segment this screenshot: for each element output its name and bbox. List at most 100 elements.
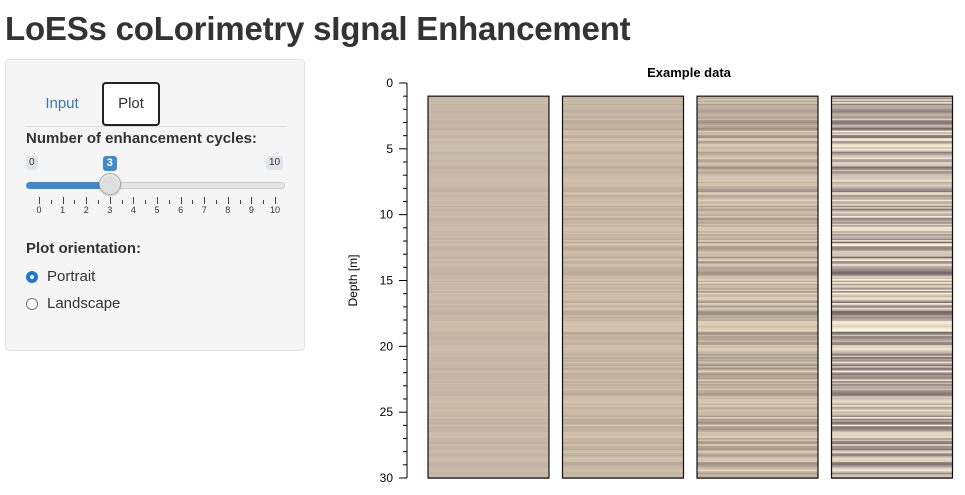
colour-stripe [562,286,684,289]
colour-stripe [697,130,818,133]
colour-stripe [831,421,953,424]
colour-stripe [697,234,818,236]
colour-stripe [428,475,549,478]
slider-handle[interactable] [98,173,121,195]
colour-stripe [562,196,684,199]
colour-stripe [428,327,549,329]
colour-stripe [697,273,818,275]
radio-landscape[interactable]: Landscape [26,295,120,312]
colour-stripe [562,132,684,134]
colour-stripe [831,388,953,391]
colour-stripe [562,448,684,451]
colour-stripe [428,169,549,172]
colour-stripe [697,106,818,109]
colour-stripe [831,375,953,377]
colour-stripe [562,166,684,169]
colour-stripe [428,307,549,310]
colour-stripe [697,400,818,403]
colour-stripe [562,312,684,314]
colour-stripe [697,145,818,148]
colour-stripe [831,430,953,433]
colour-stripe [831,274,953,277]
colour-stripe [831,393,953,395]
colour-stripe [831,291,953,293]
colour-stripe [831,313,953,316]
colour-stripe [697,220,818,223]
colour-stripe [562,276,684,278]
colour-stripe [428,283,549,286]
colour-stripe [831,381,953,383]
colour-stripe [831,378,953,380]
radio-landscape-dot[interactable] [26,297,38,310]
colour-stripe [562,348,684,350]
colour-stripe [831,121,953,124]
colour-stripe [831,174,953,176]
radio-portrait-label[interactable]: Portrait [47,268,96,285]
colour-stripe [428,196,549,199]
colour-stripe [831,342,953,344]
colour-stripe [428,133,549,136]
colour-stripe [428,316,549,319]
colour-stripe [562,130,684,133]
colour-stripe [562,321,684,323]
colour-stripe [831,435,953,437]
colour-stripe [428,103,549,106]
colour-stripe [697,129,818,131]
colour-stripe [697,235,818,238]
colour-stripe [831,277,953,280]
colour-stripe [562,283,684,286]
colour-stripe [697,126,818,128]
tab-input[interactable]: Input [45,95,79,112]
colour-stripe [562,411,684,413]
radio-portrait[interactable]: Portrait [26,268,95,285]
slider-max-label: 10 [266,156,284,170]
colour-stripe [562,246,684,248]
colour-stripe [831,262,953,265]
colour-stripe [562,295,684,298]
colour-stripe [562,370,684,373]
colour-stripe [831,202,953,205]
colour-stripe [428,319,549,322]
colour-stripe [831,444,953,446]
colour-stripe [562,465,684,467]
colour-stripe [697,373,818,376]
colour-stripe [697,159,818,161]
colour-stripe [562,414,684,416]
colour-stripe [562,270,684,272]
colour-stripe [428,96,549,98]
colour-stripe [562,337,684,340]
y-tick-label: 5 [386,142,393,156]
colour-stripe [697,261,818,263]
colour-stripe [562,268,684,271]
colour-stripe [428,438,549,440]
colour-stripe [562,403,684,406]
colour-stripe [562,322,684,325]
colour-stripe [831,379,953,382]
colour-stripe [697,441,818,443]
colour-stripe [697,390,818,392]
colour-stripe [428,267,549,269]
colour-stripe [697,418,818,421]
colour-stripe [562,357,684,359]
colour-stripe [428,366,549,368]
radio-portrait-dot[interactable] [26,270,38,283]
tab-plot[interactable]: Plot [102,82,160,126]
colour-stripe [697,237,818,239]
colour-stripe [428,147,549,149]
colour-stripe [831,436,953,439]
enhancement-cycles-slider[interactable]: 0 10 3 0 1 2 3 4 5 6 7 8 9 10 [26,156,288,220]
colour-stripe [428,363,549,365]
colour-stripe [697,211,818,214]
colour-stripe [831,241,953,244]
colour-stripe [428,153,549,155]
colour-stripe [697,175,818,178]
colour-stripe [697,457,818,460]
radio-landscape-label[interactable]: Landscape [47,295,121,312]
colour-stripe [697,123,818,125]
colour-stripe [697,226,818,229]
colour-stripe [697,222,818,224]
slider-fill [26,182,110,189]
colour-stripe [697,115,818,118]
colour-stripe [562,207,684,209]
colour-stripe [428,399,549,401]
